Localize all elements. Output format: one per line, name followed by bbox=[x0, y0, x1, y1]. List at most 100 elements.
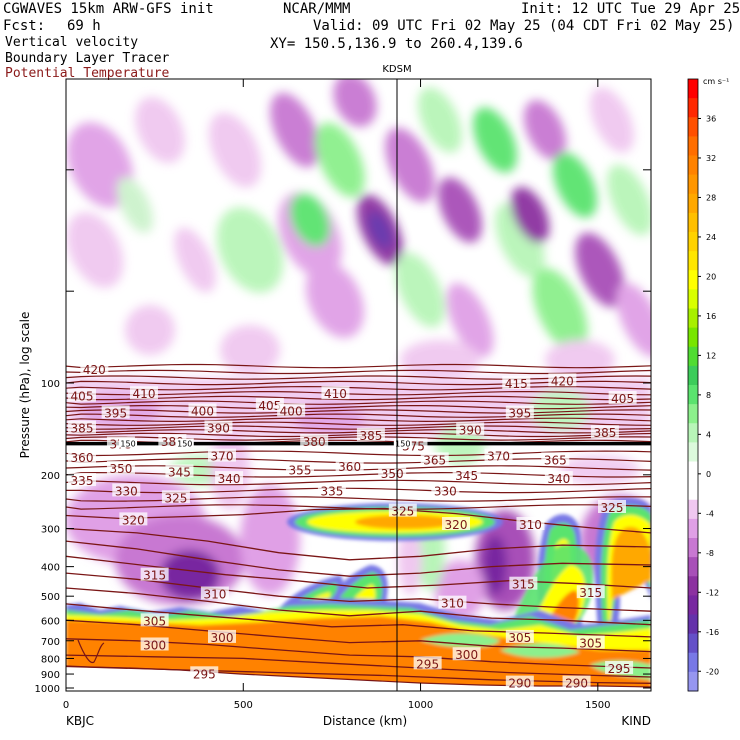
theta-label-bg bbox=[165, 464, 194, 478]
colorbar-swatch bbox=[688, 614, 698, 635]
theta-label-bg bbox=[484, 448, 513, 462]
colorbar-swatch bbox=[688, 251, 698, 271]
theta-label-bg bbox=[576, 585, 605, 599]
theta-label-bg bbox=[378, 465, 407, 479]
colorbar-label: 4 bbox=[706, 430, 711, 439]
y-axis-label: Pressure (hPa), log scale bbox=[18, 312, 32, 459]
theta-label-bg bbox=[204, 420, 233, 434]
theta-label-bg bbox=[356, 427, 385, 441]
theta-label-bg bbox=[388, 503, 417, 517]
colorbar-swatch bbox=[688, 404, 698, 424]
colorbar-swatch bbox=[688, 423, 698, 443]
y-tick-label: 400 bbox=[41, 563, 60, 574]
theta-label-bg bbox=[200, 586, 229, 600]
theta-label: 415 bbox=[505, 377, 528, 391]
theta-label: 350 bbox=[381, 467, 404, 481]
theta-label-bg bbox=[68, 388, 96, 402]
theta-label-bg bbox=[413, 656, 442, 670]
colorbar-unit: cm s⁻¹ bbox=[703, 77, 729, 86]
colorbar-swatch bbox=[688, 652, 698, 673]
theta-label: 295 bbox=[193, 667, 216, 681]
theta-label-bg bbox=[456, 422, 485, 436]
theta-label-bg bbox=[68, 420, 96, 434]
theta-label: 345 bbox=[455, 469, 478, 483]
theta-label: 325 bbox=[601, 501, 624, 515]
theta-label: 340 bbox=[547, 472, 570, 486]
theta-label: 420 bbox=[83, 363, 106, 377]
tracer-label: 150 bbox=[120, 440, 135, 449]
theta-label-bg bbox=[452, 647, 481, 661]
field-vertical-velocity: Vertical velocity bbox=[5, 35, 139, 50]
colorbar-swatch bbox=[688, 671, 698, 692]
colorbar-label: 12 bbox=[706, 351, 716, 360]
theta-contour bbox=[66, 619, 651, 653]
potential-temperature-layer: 420 410 410 415 420 405 405 405 395 400 400 395 385 3… bbox=[66, 362, 651, 691]
theta-label-bg bbox=[505, 675, 534, 689]
theta-label: 385 bbox=[71, 422, 94, 436]
forecast-hour: 69 h bbox=[67, 18, 101, 34]
forecast-label: Fcst: bbox=[3, 18, 46, 34]
colorbar-label: -20 bbox=[706, 667, 719, 676]
theta-label: 315 bbox=[143, 569, 166, 583]
theta-label: 310 bbox=[441, 597, 464, 611]
colorbar-swatch bbox=[688, 499, 698, 520]
theta-contour bbox=[66, 409, 651, 414]
tracer-label: 150 bbox=[395, 440, 410, 449]
theta-label-bg bbox=[505, 629, 534, 643]
theta-label-bg bbox=[277, 403, 306, 417]
y-tick-label: 100 bbox=[41, 379, 60, 390]
theta-label: 330 bbox=[434, 484, 457, 498]
theta-label-bg bbox=[140, 637, 169, 651]
model-title: CGWAVES 15km ARW-GFS init bbox=[3, 1, 214, 17]
y-tick-label: 800 bbox=[41, 654, 60, 665]
theta-label: 305 bbox=[508, 631, 531, 645]
colorbar-label: 16 bbox=[706, 312, 716, 321]
x-tick-label: 1500 bbox=[585, 700, 610, 711]
theta-label: 390 bbox=[459, 423, 482, 437]
colorbar-swatch bbox=[688, 633, 698, 654]
theta-label: 320 bbox=[122, 513, 145, 527]
theta-label-bg bbox=[502, 376, 531, 389]
theta-label: 395 bbox=[104, 407, 127, 421]
theta-label-bg bbox=[286, 462, 314, 476]
theta-label: 305 bbox=[143, 614, 166, 628]
theta-contour bbox=[66, 665, 651, 684]
axes: 0 500 1000 1500 100 200 300 400 500 600 700 800 900 1… bbox=[35, 79, 651, 711]
theta-label: 405 bbox=[71, 390, 94, 404]
theta-label: 370 bbox=[487, 450, 510, 464]
colorbar-swatch bbox=[688, 346, 698, 367]
theta-contour bbox=[66, 479, 651, 486]
theta-label: 385 bbox=[593, 426, 616, 440]
theta-contour bbox=[66, 363, 651, 369]
theta-label-bg bbox=[140, 613, 169, 627]
tracer-label: 150 bbox=[177, 440, 192, 449]
theta-label-bg bbox=[208, 629, 236, 643]
colorbar: 36 32 28 24 20 16 12 8 4 0 -4 -8 -12 -16 -20 bbox=[687, 78, 719, 692]
colorbar-swatch bbox=[688, 174, 698, 195]
theta-label: 315 bbox=[579, 586, 602, 600]
marker-station-label: KDSM bbox=[382, 64, 411, 75]
theta-label: 350 bbox=[110, 462, 133, 476]
theta-contour bbox=[66, 527, 651, 561]
theta-label: 335 bbox=[71, 474, 94, 488]
theta-contour bbox=[66, 450, 651, 457]
theta-label-bg bbox=[215, 471, 244, 485]
theta-label: 400 bbox=[191, 404, 214, 418]
theta-label: 300 bbox=[211, 631, 234, 645]
theta-label-bg bbox=[509, 576, 538, 590]
theta-label-bg bbox=[140, 567, 169, 581]
theta-label: 410 bbox=[133, 387, 156, 401]
x-tick-label: 0 bbox=[63, 700, 69, 711]
theta-label-bg bbox=[119, 512, 148, 526]
cross-section-endpoints: XY= 150.5,136.9 to 260.4,139.6 bbox=[270, 36, 523, 52]
theta-contour bbox=[66, 540, 651, 577]
colorbar-label: 8 bbox=[706, 391, 711, 400]
colorbar-label: -8 bbox=[706, 549, 714, 558]
theta-label-bg bbox=[420, 452, 449, 466]
theta-contour bbox=[66, 421, 651, 426]
theta-label: 340 bbox=[218, 472, 241, 486]
tracer-label-bg bbox=[175, 438, 194, 448]
theta-label: 330 bbox=[115, 484, 138, 498]
theta-label: 295 bbox=[608, 662, 631, 676]
theta-label-bg bbox=[101, 405, 130, 419]
